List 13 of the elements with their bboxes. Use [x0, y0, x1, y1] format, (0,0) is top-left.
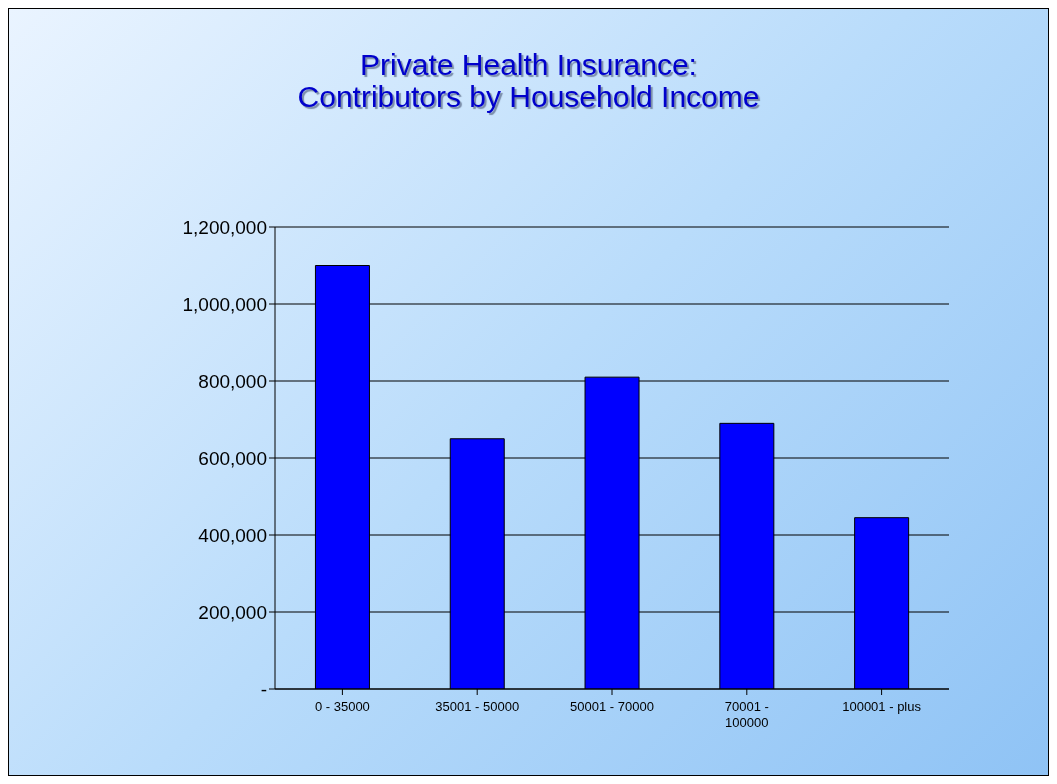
- x-tick-label: 50001 - 70000: [570, 699, 654, 714]
- x-tick-label: 0 - 35000: [314, 699, 370, 714]
- y-tick-label: 200,000: [198, 601, 267, 623]
- x-tick-label: 100001 - plus: [842, 699, 922, 714]
- y-tick-label: 600,000: [198, 447, 267, 469]
- x-tick-label: 35001 - 50000: [435, 699, 520, 714]
- y-tick-label: -: [260, 678, 267, 700]
- y-tick-label: 1,200,000: [182, 216, 267, 238]
- y-tick-label: 400,000: [198, 524, 267, 546]
- chart-title: Private Health Insurance: Contributors by Household Income: [296, 48, 761, 113]
- y-tick-label: 800,000: [198, 370, 267, 392]
- y-tick-label: 1,000,000: [182, 293, 267, 315]
- x-tick-label: 70001 - 100000: [724, 699, 769, 730]
